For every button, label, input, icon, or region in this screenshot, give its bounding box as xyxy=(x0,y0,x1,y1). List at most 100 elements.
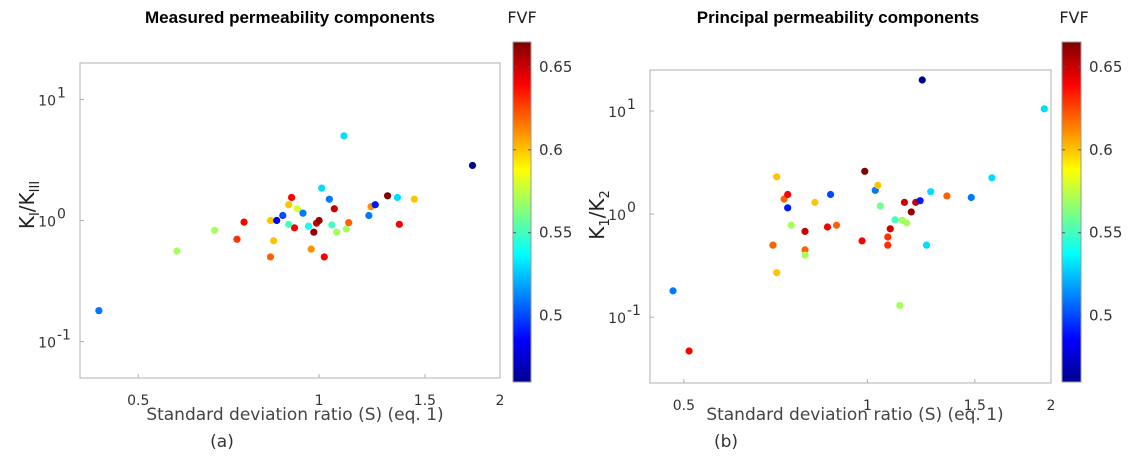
panel-a-ytick-label: 10 xyxy=(38,215,56,231)
panel-b-ytick-label: 10 xyxy=(608,208,626,224)
colorbar-a-tick-label: 0.5 xyxy=(539,307,563,325)
panel-b-data-point xyxy=(916,197,924,205)
panel-a-data-point xyxy=(342,225,350,233)
colorbar-a-tick-label: 0.6 xyxy=(539,141,563,159)
panel-b-data-point xyxy=(787,221,795,229)
panel-b-data-point xyxy=(832,221,841,229)
panel-a-data-point xyxy=(266,253,275,261)
panel-b-data-point xyxy=(886,225,894,233)
panel-a-data-point xyxy=(270,237,278,245)
panel-a-data-point xyxy=(371,201,379,209)
panel-b-xtick-label: 0.5 xyxy=(673,398,695,414)
panel-a-data-point xyxy=(330,205,338,213)
panel-a-data-point xyxy=(468,161,477,170)
panel-a-data-point xyxy=(315,216,323,225)
panel-a-axes-box xyxy=(79,62,501,379)
panel-a-data-point xyxy=(410,195,418,203)
panel-b-ytick-exponent: 1 xyxy=(627,97,636,113)
panel-b-data-point xyxy=(876,202,884,210)
colorbar-a-tick-label: 0.55 xyxy=(539,224,572,242)
panel-b-data-point xyxy=(811,198,819,206)
panel-b-data-point xyxy=(903,219,911,227)
panel-a-data-point xyxy=(325,195,333,203)
panel-b-data-point xyxy=(826,190,835,199)
panel-b-data-point xyxy=(967,193,975,202)
ylabel-a-k: K xyxy=(15,215,39,229)
panel-b-axes-box xyxy=(649,69,1052,384)
panel-b-xtick-label: 1 xyxy=(863,398,872,414)
panel-a-data-point xyxy=(307,245,315,253)
panel-a-data-point xyxy=(288,193,296,202)
panel-b-xtick-label: 1.5 xyxy=(964,398,986,414)
panel-a-data-point xyxy=(318,184,326,192)
panel-b-data-point xyxy=(685,347,693,355)
panel-a-ytick-exponent: -1 xyxy=(57,328,71,344)
panel-a-data-point xyxy=(304,222,313,230)
panel-a-data-point xyxy=(328,221,336,229)
panel-b-data-point xyxy=(988,174,996,182)
panel-b-caption: (b) xyxy=(714,432,738,452)
panel-a-data-point xyxy=(320,253,328,261)
colorbar-b-tick-label: 0.5 xyxy=(1089,307,1113,325)
panel-a-data-point xyxy=(345,219,353,227)
panel-a-data-point xyxy=(279,211,287,220)
panel-b-ylabel: K1/K2 xyxy=(585,190,613,240)
panel-b-data-point xyxy=(858,237,866,245)
panel-b-data-point xyxy=(891,216,899,224)
ylabel-a-sub2: III xyxy=(28,181,43,193)
panel-b-ytick-exponent: -1 xyxy=(627,303,641,319)
panel-a-data-point xyxy=(393,193,402,202)
panel-b-data-point xyxy=(801,227,809,235)
panel-b-data-point xyxy=(861,167,869,175)
panel-b-data-point xyxy=(769,241,777,249)
panel-a-chart: Measured permeability components 0.5 1 1.5… xyxy=(15,8,572,452)
panel-b-data-point xyxy=(784,204,792,212)
colorbar-a xyxy=(512,41,532,383)
panel-a-data-point xyxy=(293,205,301,213)
colorbar-b-tick-label: 0.6 xyxy=(1089,141,1113,159)
panel-a-xtick-label: 0.5 xyxy=(127,393,149,409)
panel-a-data-point xyxy=(299,209,307,217)
panel-a-data-point xyxy=(233,235,241,243)
panel-a-ytick-exponent: 0 xyxy=(57,207,66,223)
panel-a-data-point xyxy=(266,216,275,225)
panel-b-data-point xyxy=(918,76,926,84)
panel-b-title: Principal permeability components xyxy=(697,8,979,27)
panel-a-xtick-label: 1 xyxy=(315,393,324,409)
panel-a-data-point xyxy=(211,226,219,234)
panel-b-data-point xyxy=(922,241,931,249)
panel-a-data-point xyxy=(173,247,181,255)
colorbar-b-tick-label: 0.65 xyxy=(1089,58,1122,76)
panel-a-data-point xyxy=(285,220,293,228)
panel-a-data-point xyxy=(290,224,299,232)
panel-b-data-point xyxy=(773,173,781,181)
ylabel-b-sub2: 2 xyxy=(598,190,613,198)
panel-b-data-point xyxy=(669,287,677,295)
panel-a-title: Measured permeability components xyxy=(145,8,435,27)
ylabel-b-sep: /K xyxy=(585,198,609,219)
colorbar-a-label: FVF xyxy=(507,8,536,27)
panel-b-data-point xyxy=(907,208,915,216)
panel-a-ytick-exponent: 1 xyxy=(57,85,66,101)
panel-a-data-point xyxy=(383,192,392,200)
ylabel-b-sub1: 1 xyxy=(598,218,613,226)
ylabel-b-k: K xyxy=(585,226,609,240)
panel-a-data-point xyxy=(95,307,103,315)
panel-a-ylabel: KI/KIII xyxy=(15,181,43,229)
panel-b-data-point xyxy=(874,181,882,189)
panel-b-data-point xyxy=(784,190,792,199)
colorbar-b-tick-label: 0.55 xyxy=(1089,224,1122,242)
panel-b-ytick-label: 10 xyxy=(608,105,626,121)
panel-b-data-point xyxy=(1040,105,1048,113)
panel-b-data-point xyxy=(801,246,809,254)
panel-b-data-point xyxy=(900,198,909,206)
panel-a-xtick-label: 2 xyxy=(496,393,505,409)
panel-a-data-point xyxy=(285,201,293,209)
colorbar-b-label: FVF xyxy=(1059,8,1088,27)
panel-a-ytick-label: 10 xyxy=(38,93,56,109)
panel-a-data-point xyxy=(240,218,248,226)
colorbar-a-tick-label: 0.65 xyxy=(539,58,572,76)
panel-a-data-point xyxy=(395,220,403,228)
panel-a-data-point xyxy=(365,211,373,220)
